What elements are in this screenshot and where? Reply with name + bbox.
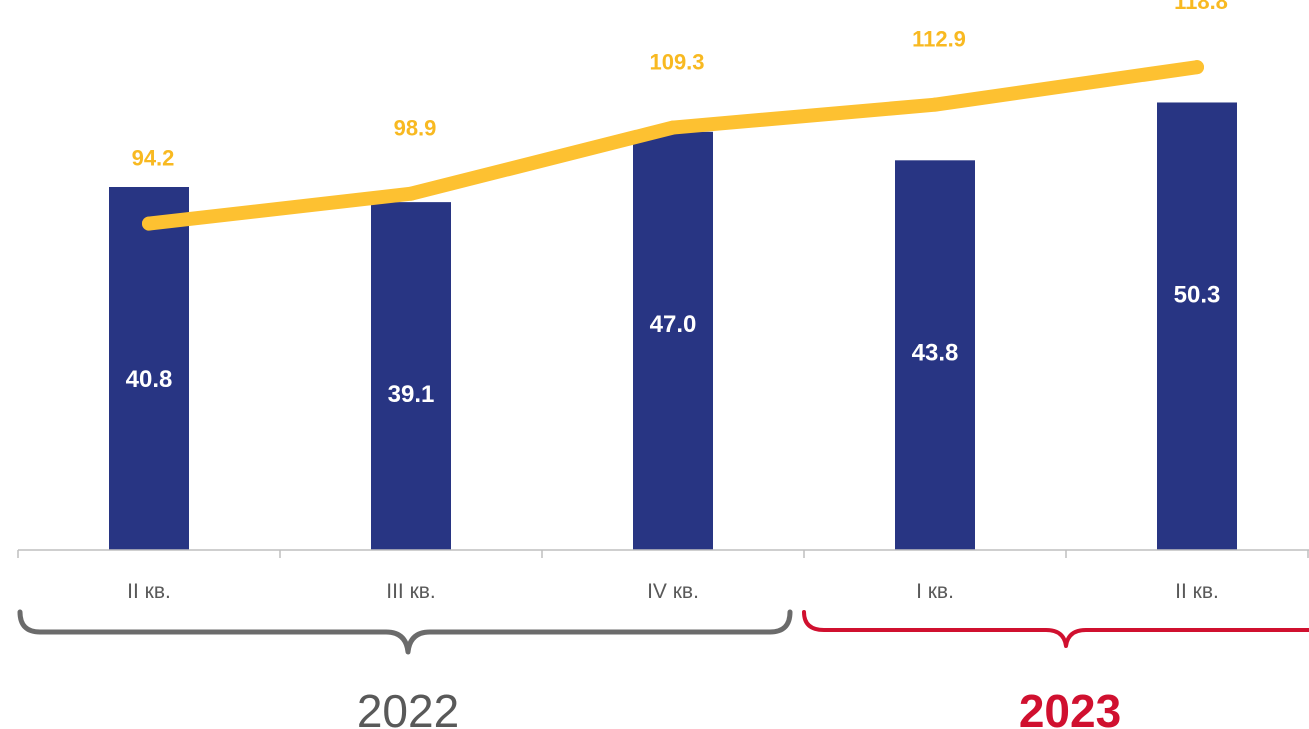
bar	[109, 187, 189, 550]
bar-value-label: 39.1	[388, 381, 435, 408]
line-point	[1190, 60, 1204, 75]
year-braces	[17, 609, 1309, 655]
line-point	[928, 97, 942, 112]
bar	[895, 160, 975, 550]
bar-value-label: 50.3	[1174, 281, 1221, 308]
x-tick-labels: II кв. III кв. IV кв. I кв. II кв.	[127, 580, 1219, 603]
line-value-label: 98.9	[394, 116, 437, 141]
line-value-label: 112.9	[912, 27, 966, 52]
x-axis	[17, 549, 1309, 558]
bar-value-label: 47.0	[650, 311, 697, 338]
line-series	[142, 60, 1204, 231]
x-tick-label: IV кв.	[647, 580, 699, 603]
x-tick-label: II кв.	[127, 580, 171, 603]
x-tick-label: II кв.	[1175, 580, 1219, 603]
line-point	[404, 186, 418, 201]
line-value-label: 94.2	[132, 146, 175, 171]
bar-series	[109, 102, 1237, 551]
line-point	[666, 120, 680, 135]
bar-value-label: 40.8	[126, 366, 173, 393]
line-value-label: 118.8	[1174, 0, 1228, 14]
x-tick-label: I кв.	[916, 580, 954, 603]
line-value-label: 109.3	[649, 50, 704, 75]
bar-value-label: 43.8	[912, 339, 959, 366]
brace-2023	[802, 610, 1309, 648]
line-point	[142, 216, 156, 231]
year-label-2022: 2022	[357, 685, 459, 729]
bar	[371, 202, 451, 550]
x-tick-label: III кв.	[386, 580, 436, 603]
bar	[1157, 102, 1237, 551]
year-label-2023: 2023	[1019, 685, 1121, 729]
brace-2022	[17, 609, 793, 655]
line-value-labels: 94.2 98.9 109.3 112.9 118.8	[132, 0, 1228, 171]
bar	[633, 131, 713, 550]
bar-value-labels: 40.8 39.1 47.0 43.8 50.3	[126, 281, 1221, 408]
